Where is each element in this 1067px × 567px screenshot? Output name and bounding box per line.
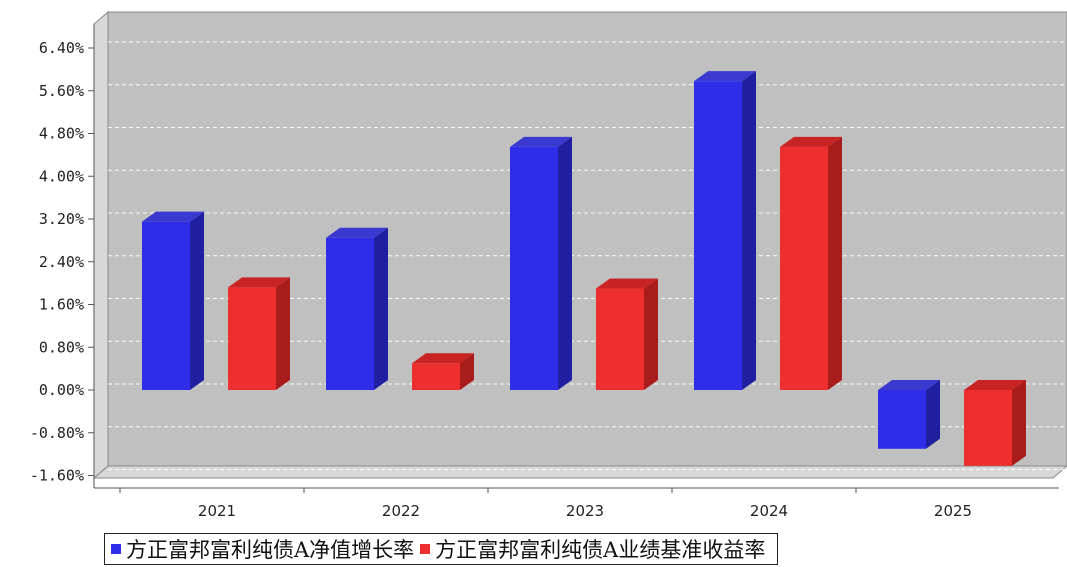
bar-top: [510, 136, 572, 147]
y-tick-label: 4.80%: [39, 125, 84, 143]
legend-item-benchmark: 方正富邦富利纯债A业绩基准收益率: [420, 534, 765, 564]
legend-swatch-blue: [111, 544, 121, 554]
bar: [694, 81, 742, 390]
y-tick-label: 6.40%: [39, 39, 84, 57]
bar-top: [964, 380, 1026, 390]
x-tick-label: 2025: [934, 502, 972, 520]
x-tick-label: 2024: [750, 502, 788, 520]
bar-side: [926, 380, 940, 449]
bar: [412, 363, 460, 390]
x-tick-label: 2022: [382, 502, 420, 520]
bar-top: [326, 227, 388, 238]
bar-top: [596, 278, 658, 289]
x-tick-label: 2021: [198, 502, 236, 520]
bar-side: [276, 277, 290, 390]
bar-top: [878, 380, 940, 390]
bar-top: [228, 277, 290, 288]
legend-swatch-red: [420, 544, 431, 554]
y-tick-label: 0.80%: [39, 338, 84, 356]
bar-top: [412, 353, 474, 364]
bar: [326, 237, 374, 390]
bars-group: [142, 71, 1026, 466]
bar-top: [780, 136, 842, 147]
y-tick-label: 4.00%: [39, 167, 84, 185]
bar-side: [558, 136, 572, 390]
y-tick-label: 5.60%: [39, 82, 84, 100]
bar-side: [828, 136, 842, 390]
bar-side: [460, 353, 474, 390]
x-tick-label: 2023: [566, 502, 604, 520]
y-tick-label: 3.20%: [39, 210, 84, 228]
y-tick-label: 0.00%: [39, 381, 84, 399]
bar: [780, 146, 828, 390]
bar: [596, 288, 644, 390]
y-axis: 6.40% 5.60% 4.80% 4.00% 3.20% 2.40% 1.60% 0.80%…: [30, 39, 94, 485]
bar: [142, 221, 190, 390]
bar-top: [694, 71, 756, 82]
bar: [878, 390, 926, 449]
bar-side: [1012, 380, 1026, 466]
plot-floor: [92, 465, 1067, 479]
bar: [964, 390, 1012, 466]
bar: [510, 146, 558, 390]
bar-side: [742, 71, 756, 390]
y-tick-label: -1.60%: [30, 467, 84, 485]
bar: [228, 287, 276, 390]
legend-item-nav-growth: 方正富邦富利纯债A净值增长率: [111, 534, 414, 564]
y-tick-label: 1.60%: [39, 296, 84, 314]
y-tick-label: 2.40%: [39, 253, 84, 271]
plot-left-wall: [93, 10, 109, 480]
bar-top: [142, 211, 204, 222]
y-tick-label: -0.80%: [30, 424, 84, 442]
legend-label-benchmark: 方正富邦富利纯债A业绩基准收益率: [435, 538, 766, 562]
bar-side: [374, 227, 388, 390]
legend: 方正富邦富利纯债A净值增长率 方正富邦富利纯债A业绩基准收益率: [104, 533, 779, 565]
bar-side: [644, 278, 658, 390]
x-axis: 2021 2022 2023 2024 2025: [119, 488, 972, 520]
bar-side: [190, 211, 204, 390]
legend-label-nav-growth: 方正富邦富利纯债A净值增长率: [126, 538, 415, 562]
